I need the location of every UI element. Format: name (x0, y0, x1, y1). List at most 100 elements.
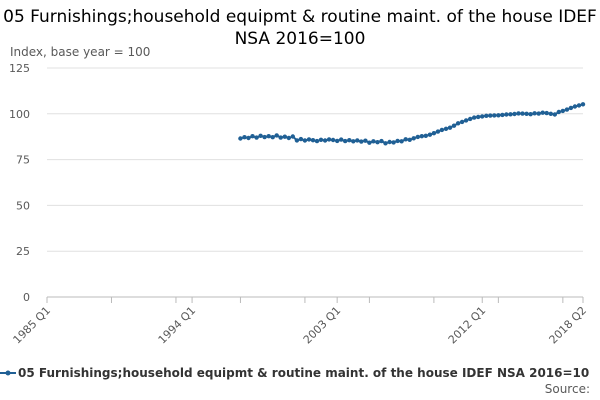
data-point[interactable] (544, 110, 549, 116)
data-point[interactable] (427, 132, 433, 137)
data-point[interactable] (250, 134, 255, 139)
data-point[interactable] (447, 125, 453, 130)
data-point[interactable] (556, 109, 561, 115)
data-point[interactable] (419, 134, 424, 139)
data-point[interactable] (504, 112, 509, 117)
data-point[interactable] (371, 139, 376, 144)
data-point[interactable] (290, 134, 295, 139)
x-tick-label: 2003 Q1 (301, 304, 344, 347)
data-point[interactable] (411, 136, 416, 141)
y-tick-label: 25 (16, 245, 30, 258)
data-point[interactable] (516, 111, 521, 116)
data-point[interactable] (238, 136, 243, 141)
y-tick-label: 100 (9, 108, 30, 121)
data-point[interactable] (580, 102, 586, 107)
data-point[interactable] (552, 112, 557, 117)
data-point[interactable] (258, 133, 263, 138)
data-point[interactable] (399, 139, 404, 144)
data-point[interactable] (387, 139, 392, 145)
data-point[interactable] (568, 105, 574, 111)
data-point[interactable] (443, 126, 449, 131)
data-point[interactable] (472, 115, 477, 120)
axes: 0 25 50 75 100 125 1985 Q1 1994 Q1 2003 Q1 2012 Q… (9, 62, 589, 346)
series-layer (238, 102, 586, 146)
data-point[interactable] (310, 138, 316, 143)
legend-label: 05 Furnishings;household equipmt & routi… (18, 366, 590, 380)
data-point[interactable] (314, 138, 320, 144)
data-point[interactable] (576, 103, 582, 108)
data-point[interactable] (572, 104, 578, 109)
data-point[interactable] (512, 111, 517, 117)
x-tick-label: 2018 Q2 (547, 304, 590, 347)
data-point[interactable] (488, 113, 493, 118)
data-point[interactable] (476, 114, 481, 120)
data-point[interactable] (343, 138, 348, 144)
data-point[interactable] (383, 141, 388, 146)
data-point[interactable] (455, 121, 461, 126)
data-point[interactable] (407, 137, 412, 142)
data-point[interactable] (375, 140, 380, 145)
x-tick-label: 1985 Q1 (11, 304, 54, 347)
gridlines (47, 67, 583, 298)
y-tick-label: 125 (9, 62, 30, 75)
data-point[interactable] (262, 134, 267, 140)
data-point[interactable] (496, 113, 501, 118)
data-point[interactable] (520, 111, 525, 116)
data-point[interactable] (468, 116, 473, 122)
data-point[interactable] (403, 137, 408, 142)
data-point[interactable] (278, 135, 283, 140)
data-point[interactable] (532, 111, 537, 116)
data-point[interactable] (339, 137, 344, 142)
data-point[interactable] (451, 123, 457, 128)
data-point[interactable] (484, 113, 489, 119)
data-point[interactable] (480, 114, 485, 119)
data-point[interactable] (524, 111, 529, 117)
data-point[interactable] (439, 127, 445, 133)
data-point[interactable] (302, 138, 308, 143)
data-point[interactable] (298, 136, 304, 142)
data-point[interactable] (286, 135, 291, 141)
data-point[interactable] (322, 138, 328, 143)
data-point[interactable] (266, 134, 271, 139)
data-point[interactable] (564, 107, 570, 112)
data-point[interactable] (492, 113, 497, 118)
data-point[interactable] (335, 138, 340, 144)
data-point[interactable] (274, 133, 279, 138)
data-point[interactable] (459, 119, 465, 125)
data-point[interactable] (463, 118, 469, 123)
data-point[interactable] (282, 134, 287, 139)
legend-swatch-icon (0, 370, 16, 376)
x-tick-label: 1994 Q1 (156, 304, 199, 347)
data-point[interactable] (435, 129, 441, 134)
data-point[interactable] (391, 140, 396, 145)
data-point[interactable] (306, 137, 312, 142)
data-point[interactable] (560, 108, 565, 114)
data-point[interactable] (330, 137, 336, 143)
data-point[interactable] (528, 112, 533, 117)
data-point[interactable] (355, 138, 360, 143)
data-point[interactable] (415, 134, 420, 140)
data-point[interactable] (326, 137, 332, 142)
data-point[interactable] (294, 138, 300, 143)
data-point[interactable] (363, 138, 368, 143)
data-point[interactable] (351, 139, 356, 144)
data-point[interactable] (318, 137, 324, 142)
data-point[interactable] (367, 140, 372, 145)
data-point[interactable] (359, 139, 364, 144)
data-point[interactable] (548, 111, 553, 117)
data-point[interactable] (500, 112, 505, 118)
data-point[interactable] (536, 111, 541, 116)
data-point[interactable] (395, 138, 400, 144)
data-point[interactable] (379, 138, 384, 144)
data-point[interactable] (508, 112, 513, 117)
data-point[interactable] (431, 131, 437, 136)
data-point[interactable] (242, 135, 247, 140)
legend: 05 Furnishings;household equipmt & routi… (0, 365, 589, 381)
data-point[interactable] (270, 135, 275, 140)
data-point[interactable] (246, 135, 251, 141)
data-point[interactable] (347, 138, 352, 143)
data-point[interactable] (423, 133, 428, 138)
data-point[interactable] (254, 135, 259, 140)
data-point[interactable] (540, 110, 545, 115)
